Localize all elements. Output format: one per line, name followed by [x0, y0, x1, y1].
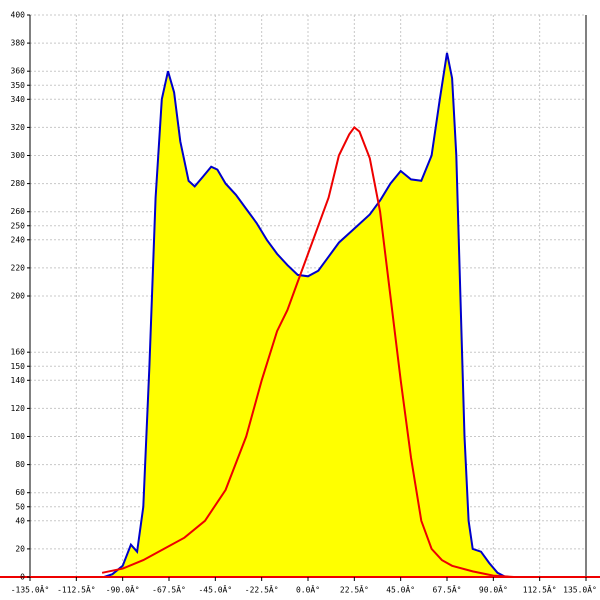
x-tick-label: 112.5Â°: [523, 584, 557, 595]
y-tick-label: 0: [20, 573, 25, 582]
y-tick-label: 340: [11, 95, 26, 104]
y-tick-label: 240: [11, 235, 26, 244]
y-tick-label: 20: [15, 544, 25, 553]
y-tick-label: 120: [11, 404, 26, 413]
x-tick-label: 135.0Â°: [563, 584, 597, 595]
y-tick-label: 360: [11, 67, 26, 76]
x-tick-label: -67.5Â°: [152, 584, 186, 595]
y-tick-label: 150: [11, 362, 26, 371]
y-tick-label: 60: [15, 488, 25, 497]
y-tick-label: 100: [11, 432, 26, 441]
y-tick-label: 320: [11, 123, 26, 132]
y-tick-label: 200: [11, 292, 26, 301]
y-tick-label: 300: [11, 151, 26, 160]
line: [103, 52, 514, 578]
area: [104, 52, 514, 577]
x-tick-label: 22.5Â°: [340, 584, 369, 595]
y-tick-label: 250: [11, 221, 26, 230]
y-tick-label: 400: [11, 11, 26, 20]
x-tick-label: -22.5Â°: [245, 584, 279, 595]
y-tick-label: 280: [11, 179, 26, 188]
x-tick-label: -90.0Â°: [106, 584, 140, 595]
y-tick-label: 350: [11, 81, 26, 90]
y-tick-label: 220: [11, 263, 26, 272]
y-tick-label: 80: [15, 460, 25, 469]
x-tick-label: -135.0Â°: [11, 584, 50, 595]
x-tick-label: 90.0Â°: [479, 584, 508, 595]
x-tick-label: 45.0Â°: [386, 584, 415, 595]
y-tick-label: 380: [11, 39, 26, 48]
x-tick-label: -45.0Â°: [198, 584, 232, 595]
y-tick-label: 160: [11, 348, 26, 357]
line: [101, 125, 514, 578]
x-tick-label: 0.0Â°: [296, 584, 320, 595]
y-tick-label: 50: [15, 502, 25, 511]
x-tick-label: -112.5Â°: [57, 584, 96, 595]
y-tick-label: 140: [11, 376, 26, 385]
x-tick-label: 67.5Â°: [433, 584, 462, 595]
y-tick-label: 260: [11, 207, 26, 216]
y-tick-label: 40: [15, 516, 25, 525]
